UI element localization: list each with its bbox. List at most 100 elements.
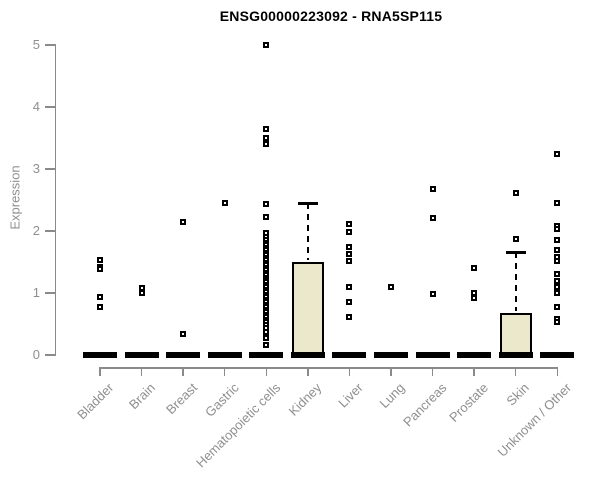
data-point-Bladder [97, 304, 103, 311]
data-point-Liver [346, 283, 353, 290]
x-axis-tick [223, 367, 226, 376]
y-axis-tick [44, 106, 55, 108]
y-axis-tick-label: 3 [32, 161, 40, 176]
median-Unknown / Other [540, 352, 575, 358]
median-Gastric [207, 352, 242, 358]
y-axis-tick-label: 2 [32, 223, 40, 238]
data-point-Hematopoietic cells [263, 141, 270, 148]
data-point-Hematopoietic cells [263, 335, 270, 342]
data-point-Pancreas [429, 214, 436, 221]
data-point-Hematopoietic cells [263, 342, 270, 349]
median-Pancreas [415, 352, 450, 358]
x-axis-tick [140, 367, 143, 376]
x-axis-line [99, 367, 559, 369]
box-Kidney [291, 262, 324, 355]
median-Prostate [457, 352, 492, 358]
data-point-Liver [346, 250, 353, 257]
x-axis-tick-label: Liver [335, 380, 367, 411]
data-point-Unknown / Other [554, 151, 561, 158]
x-axis-tick [307, 367, 309, 376]
data-point-Prostate [471, 265, 478, 272]
data-point-Liver [346, 299, 353, 306]
data-point-Unknown / Other [554, 278, 561, 285]
whisker-Skin [514, 252, 517, 311]
data-point-Hematopoietic cells [263, 125, 270, 132]
x-axis-tick [390, 367, 392, 376]
data-point-Bladder [97, 293, 103, 300]
x-axis-tick [182, 367, 184, 376]
data-point-Pancreas [429, 185, 436, 192]
data-point-Gastric [221, 200, 228, 207]
whisker-Kidney [306, 203, 309, 260]
y-axis-tick [44, 292, 55, 294]
y-axis-tick-label: 4 [32, 99, 40, 114]
x-axis-tick-label: Brain [126, 380, 159, 413]
x-axis-tick-label: Gastric [201, 380, 242, 420]
x-axis-tick [431, 367, 434, 376]
y-axis-tick-label: 0 [32, 347, 40, 362]
data-point-Skin [512, 236, 519, 243]
y-axis-tick-label: 1 [32, 285, 40, 300]
whisker-cap-Kidney [297, 202, 318, 205]
data-point-Brain [138, 290, 145, 296]
data-point-Bladder [97, 257, 103, 264]
data-point-Unknown / Other [554, 237, 561, 244]
data-point-Prostate [471, 294, 478, 301]
x-axis-tick [265, 367, 268, 376]
chart-title: ENSG00000223092 - RNA5SP115 [219, 8, 443, 24]
x-axis-tick [514, 367, 517, 376]
median-Skin [498, 352, 533, 358]
data-point-Unknown / Other [554, 200, 561, 207]
x-axis-tick-label: Bladder [74, 380, 117, 423]
y-axis-tick-label: 5 [32, 37, 40, 52]
median-Hematopoietic cells [249, 352, 284, 358]
median-Lung [373, 352, 408, 358]
median-Kidney [290, 352, 325, 358]
box-Skin [499, 312, 532, 355]
data-point-Liver [346, 314, 353, 321]
data-point-Lung [387, 283, 394, 290]
median-Bladder [83, 352, 117, 358]
whisker-cap-Skin [505, 251, 526, 254]
data-point-Unknown / Other [554, 226, 561, 233]
data-point-Breast [180, 330, 187, 337]
x-axis-tick-label: Skin [503, 380, 533, 409]
data-point-Unknown / Other [554, 247, 561, 254]
data-point-Hematopoietic cells [263, 200, 270, 207]
data-point-Unknown / Other [554, 319, 561, 326]
data-point-Liver [346, 221, 353, 228]
data-point-Liver [346, 229, 353, 236]
data-point-Unknown / Other [554, 304, 561, 311]
x-axis-tick [473, 367, 475, 376]
data-point-Hematopoietic cells [263, 42, 270, 48]
data-point-Hematopoietic cells [263, 213, 270, 220]
median-Liver [332, 352, 367, 358]
data-point-Unknown / Other [554, 290, 561, 296]
data-point-Bladder [97, 266, 103, 273]
data-point-Breast [180, 218, 187, 225]
y-axis-tick [44, 354, 55, 356]
data-point-Skin [512, 190, 519, 197]
y-axis-tick [44, 230, 55, 232]
data-point-Liver [346, 257, 353, 264]
data-point-Unknown / Other [554, 283, 561, 290]
x-axis-tick [556, 367, 559, 376]
y-axis-line [54, 44, 56, 356]
x-axis-tick [348, 367, 351, 376]
data-point-Hematopoietic cells [263, 135, 270, 141]
median-Brain [124, 352, 159, 358]
y-axis-tick [44, 168, 55, 170]
x-axis-tick-label: Pancreas [399, 380, 450, 430]
data-point-Pancreas [429, 291, 436, 298]
data-point-Liver [346, 244, 353, 251]
x-axis-tick-label: Lung [376, 380, 408, 412]
x-axis-tick-label: Prostate [445, 380, 491, 425]
data-point-Unknown / Other [554, 270, 561, 277]
x-axis-tick-label: Kidney [285, 380, 325, 419]
data-point-Hematopoietic cells [263, 329, 270, 336]
x-axis-tick-label: Breast [162, 380, 200, 418]
median-Breast [166, 352, 201, 358]
data-point-Unknown / Other [554, 257, 561, 264]
x-axis-tick [99, 367, 101, 376]
